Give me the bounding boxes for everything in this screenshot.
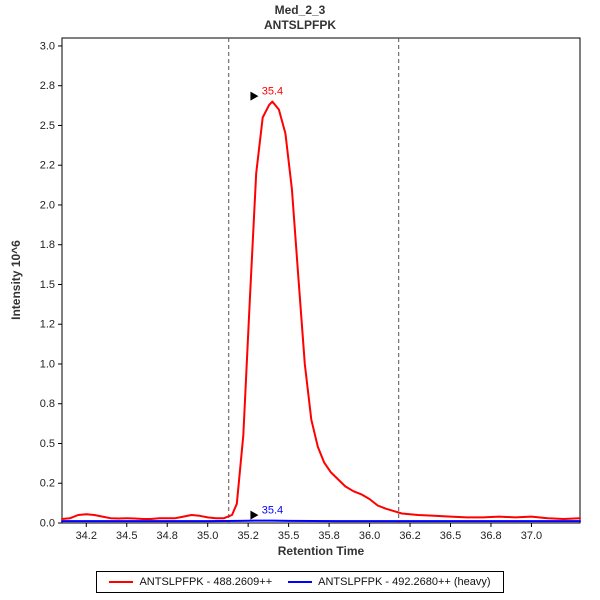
svg-text:37.0: 37.0 <box>521 530 542 542</box>
svg-text:36.0: 36.0 <box>359 530 380 542</box>
svg-text:1.0: 1.0 <box>40 358 55 370</box>
svg-text:2.5: 2.5 <box>40 120 55 132</box>
svg-text:36.2: 36.2 <box>399 530 420 542</box>
chart-title: Med_2_3 <box>274 3 326 17</box>
svg-text:34.5: 34.5 <box>116 530 137 542</box>
svg-text:35.0: 35.0 <box>197 530 218 542</box>
blue-series-line-icon <box>288 581 313 583</box>
legend-label-light: ANTSLPFPK - 488.2609++ <box>139 576 273 588</box>
svg-text:2.8: 2.8 <box>40 80 55 92</box>
svg-text:35.8: 35.8 <box>318 530 339 542</box>
chart-header: Med_2_3 ANTSLPFPK <box>0 3 600 33</box>
svg-text:1.5: 1.5 <box>40 279 55 291</box>
chart-subtitle: ANTSLPFPK <box>264 18 336 32</box>
svg-text:0.8: 0.8 <box>40 398 55 410</box>
legend-label-heavy: ANTSLPFPK - 492.2680++ (heavy) <box>318 576 491 588</box>
legend-item-heavy: ANTSLPFPK - 492.2680++ (heavy) <box>288 576 491 588</box>
svg-text:3.0: 3.0 <box>40 40 55 52</box>
svg-text:35.2: 35.2 <box>237 530 258 542</box>
svg-text:1.2: 1.2 <box>40 319 55 331</box>
svg-text:34.2: 34.2 <box>76 530 97 542</box>
svg-text:35.5: 35.5 <box>278 530 299 542</box>
x-axis-label: Retention Time <box>277 544 365 558</box>
svg-text:2.0: 2.0 <box>40 199 55 211</box>
svg-text:36.8: 36.8 <box>480 530 501 542</box>
svg-text:0.0: 0.0 <box>40 518 55 530</box>
y-axis-label: Intensity 10^6 <box>9 240 23 320</box>
svg-text:1.8: 1.8 <box>40 239 55 251</box>
legend-item-light: ANTSLPFPK - 488.2609++ <box>109 576 272 588</box>
svg-text:35.4: 35.4 <box>262 86 283 98</box>
svg-text:36.5: 36.5 <box>440 530 461 542</box>
svg-text:34.8: 34.8 <box>157 530 178 542</box>
red-series-line-icon <box>109 581 134 583</box>
svg-text:0.2: 0.2 <box>40 478 55 490</box>
legend-box: ANTSLPFPK - 488.2609++ ANTSLPFPK - 492.2… <box>96 571 504 593</box>
svg-text:2.2: 2.2 <box>40 160 55 172</box>
chromatogram-plot[interactable]: 0.0 0.2 0.5 0.8 1.0 1.2 1.5 1.8 2.0 2.2 2.5 2.8 3.0 3… <box>0 0 600 544</box>
legend: ANTSLPFPK - 488.2609++ ANTSLPFPK - 492.2… <box>0 571 600 593</box>
svg-text:35.4: 35.4 <box>262 505 283 517</box>
svg-text:0.5: 0.5 <box>40 438 55 450</box>
